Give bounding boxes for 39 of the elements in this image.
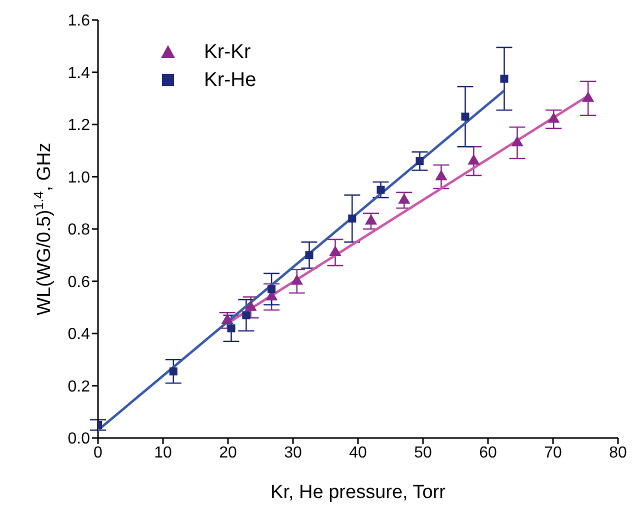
point — [290, 274, 303, 285]
point — [376, 186, 385, 194]
point — [435, 170, 448, 180]
point — [242, 311, 250, 320]
point — [268, 285, 276, 294]
y-tick-label: 1.4 — [68, 64, 90, 82]
point — [364, 214, 378, 225]
x-axis-title: Kr, He pressure, Torr — [270, 482, 446, 503]
point — [244, 300, 257, 311]
y-tick-label: 1.0 — [68, 169, 90, 186]
x-tick-label: 60 — [479, 444, 497, 462]
point — [305, 251, 314, 260]
point — [329, 245, 342, 256]
point — [169, 367, 178, 376]
x-tick-label: 50 — [414, 444, 432, 462]
point — [511, 136, 524, 146]
y-tick-label: 0.6 — [68, 274, 90, 291]
x-tick-label: 40 — [349, 444, 367, 462]
y-tick-label: 1.2 — [68, 117, 90, 134]
point — [548, 112, 560, 123]
point — [348, 214, 356, 223]
legend-label: Kr-Kr — [204, 40, 251, 64]
x-tick-label: 70 — [544, 444, 562, 462]
point — [227, 324, 236, 332]
x-tick-label: 0 — [94, 444, 103, 462]
point — [582, 91, 594, 102]
point — [398, 193, 410, 204]
y-tick-label: 0.4 — [68, 326, 90, 344]
legend-label: Kr-He — [204, 68, 256, 92]
x-tick-label: 30 — [284, 444, 302, 462]
y-tick-label: 0.2 — [68, 378, 90, 396]
y-tick-label: 1.6 — [68, 12, 90, 30]
y-tick-label: 0.0 — [68, 430, 90, 448]
x-tick-label: 20 — [219, 444, 237, 462]
point — [468, 154, 480, 165]
y-tick-label: 0.8 — [68, 222, 90, 239]
x-tick-label: 80 — [609, 444, 627, 462]
point — [221, 313, 234, 324]
x-tick-label: 10 — [154, 444, 172, 462]
